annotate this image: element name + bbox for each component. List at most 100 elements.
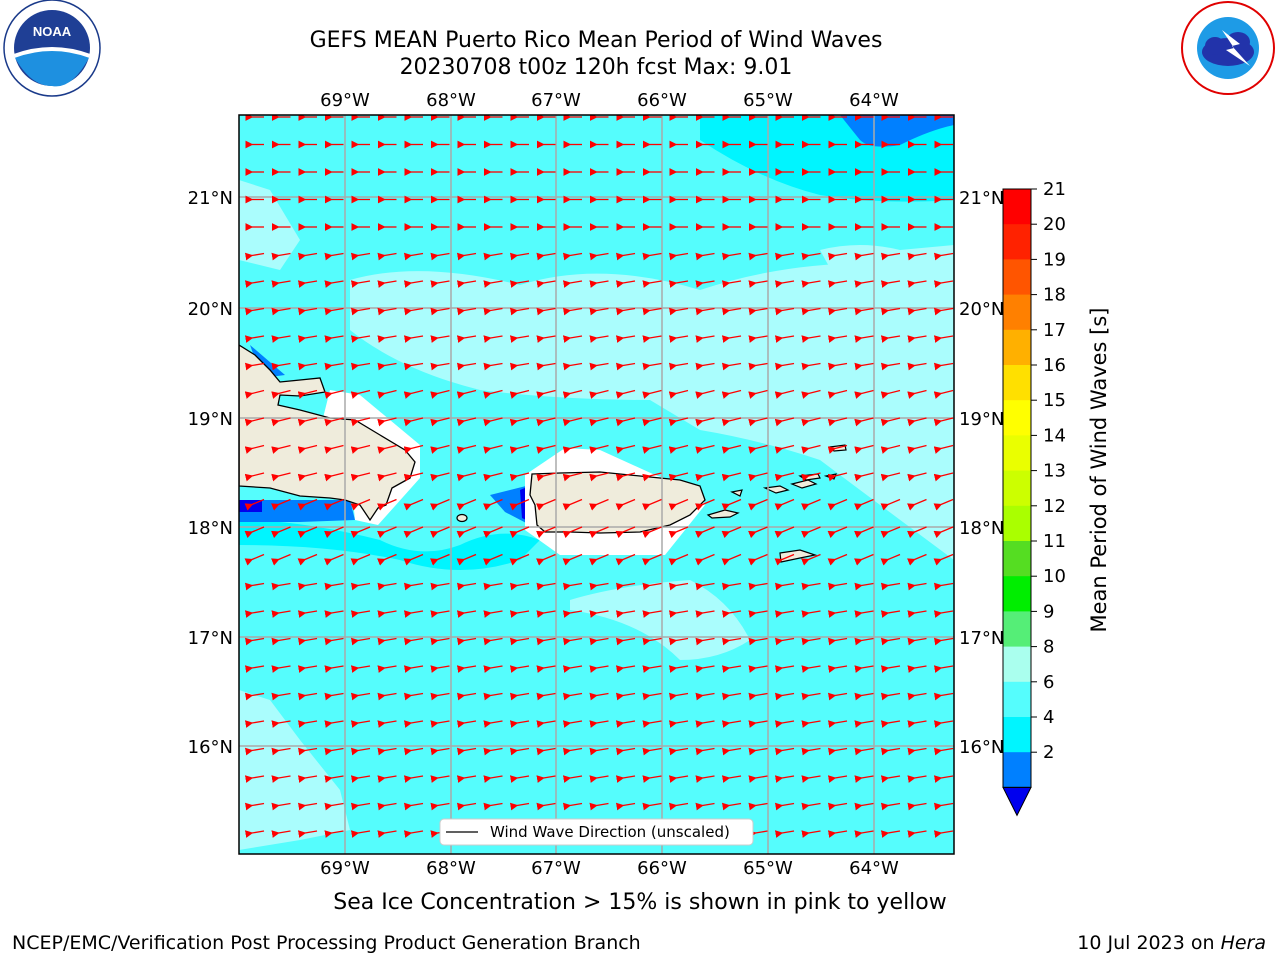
wind-wave-arrow xyxy=(297,775,318,783)
lat-label-right: 20°N xyxy=(959,299,1004,320)
wind-wave-arrow xyxy=(933,553,954,566)
wind-wave-arrow xyxy=(271,417,291,427)
wind-wave-arrow xyxy=(483,444,503,454)
wind-wave-arrow xyxy=(721,665,742,673)
wind-wave-arrow xyxy=(324,252,344,261)
wind-wave-arrow xyxy=(403,444,424,454)
wind-wave-arrow xyxy=(456,498,477,511)
wind-wave-arrow xyxy=(668,802,689,811)
colorbar-extend xyxy=(1002,786,1032,817)
wind-wave-arrow xyxy=(907,553,927,566)
wind-wave-arrow xyxy=(668,582,689,591)
wind-wave-arrow xyxy=(854,830,874,838)
colorbar-segment xyxy=(1003,224,1031,260)
wind-wave-arrow xyxy=(297,582,318,591)
wind-wave-arrow xyxy=(562,802,583,811)
wind-wave-arrow xyxy=(244,389,265,399)
wind-wave-arrow xyxy=(589,665,609,673)
wind-wave-arrow xyxy=(456,389,477,399)
wind-wave-arrow xyxy=(536,802,556,811)
wind-wave-arrow xyxy=(377,444,397,454)
wind-wave-arrow xyxy=(615,553,636,566)
wind-wave-arrow xyxy=(774,280,795,288)
wind-wave-arrow xyxy=(403,692,424,701)
wind-wave-arrow xyxy=(721,775,742,783)
wind-wave-arrow xyxy=(403,335,424,343)
wind-wave-arrow xyxy=(615,665,636,673)
wind-wave-arrow xyxy=(668,665,689,673)
wind-wave-arrow xyxy=(721,307,742,316)
wind-wave-arrow xyxy=(748,444,768,454)
wind-wave-arrow xyxy=(244,747,265,756)
wind-wave-arrow xyxy=(642,610,662,618)
wind-wave-arrow xyxy=(827,252,848,261)
wind-wave-arrow xyxy=(933,335,954,343)
wind-wave-arrow xyxy=(721,802,742,811)
wind-wave-arrow xyxy=(933,280,954,288)
wind-wave-arrow xyxy=(827,802,848,811)
wind-wave-arrow xyxy=(377,830,397,838)
wind-wave-arrow xyxy=(509,335,530,343)
wind-wave-arrow xyxy=(509,582,530,591)
wind-wave-arrow xyxy=(536,637,556,646)
wind-wave-arrow xyxy=(350,252,371,261)
wind-wave-arrow xyxy=(854,665,874,673)
wind-wave-arrow xyxy=(774,775,795,783)
wind-wave-arrow xyxy=(403,553,424,566)
wind-wave-arrow xyxy=(748,747,768,756)
wind-wave-arrow xyxy=(536,526,556,539)
wind-wave-arrow xyxy=(430,417,450,427)
lat-label-left: 20°N xyxy=(188,299,233,320)
wind-wave-arrow xyxy=(377,665,397,673)
wind-wave-arrow xyxy=(642,252,662,261)
wind-wave-arrow xyxy=(324,665,344,673)
wind-wave-arrow xyxy=(642,362,662,371)
wind-wave-arrow xyxy=(827,498,848,511)
colorbar-tick-label: 11 xyxy=(1043,531,1066,552)
wind-wave-arrow xyxy=(403,582,424,591)
wind-wave-arrow xyxy=(774,720,795,728)
chart-title: GEFS MEAN Puerto Rico Mean Period of Win… xyxy=(309,28,883,53)
wind-wave-arrow xyxy=(907,526,927,539)
wind-wave-arrow xyxy=(430,498,450,511)
wind-wave-arrow xyxy=(430,582,450,591)
colorbar-segment xyxy=(1003,505,1031,542)
wind-wave-arrow xyxy=(403,830,424,838)
wind-wave-arrow xyxy=(562,280,583,288)
noaa-logo: NOAA xyxy=(3,0,101,97)
wind-wave-arrow xyxy=(297,610,318,618)
wind-wave-arrow xyxy=(562,692,583,701)
wind-wave-arrow xyxy=(880,417,901,427)
wind-wave-arrow xyxy=(854,335,874,343)
wind-wave-arrow xyxy=(483,802,503,811)
wind-wave-arrow xyxy=(695,720,715,728)
wind-wave-arrow xyxy=(350,472,371,482)
colorbar-segment xyxy=(1003,365,1031,401)
wind-wave-arrow xyxy=(642,802,662,811)
wind-wave-arrow xyxy=(483,610,503,618)
wind-wave-arrow xyxy=(509,472,530,482)
wind-wave-arrow xyxy=(774,417,795,427)
wind-wave-arrow xyxy=(509,252,530,261)
wind-wave-arrow xyxy=(615,526,636,539)
wind-wave-arrow xyxy=(271,582,291,591)
wind-wave-arrow xyxy=(854,526,874,539)
wind-wave-arrow xyxy=(350,526,371,539)
wind-wave-arrow xyxy=(668,775,689,783)
wind-wave-arrow xyxy=(589,747,609,756)
wind-wave-arrow xyxy=(536,362,556,371)
wind-wave-arrow xyxy=(880,362,901,371)
wind-wave-arrow xyxy=(854,720,874,728)
wind-wave-arrow xyxy=(827,665,848,673)
wind-wave-arrow xyxy=(297,498,318,511)
wind-wave-arrow xyxy=(244,582,265,591)
wind-wave-arrow xyxy=(907,802,927,811)
wind-wave-arrow xyxy=(827,553,848,566)
wind-wave-arrow xyxy=(801,775,821,783)
wind-wave-arrow xyxy=(668,498,689,511)
colorbar-tick-label: 2 xyxy=(1043,742,1054,763)
colorbar-tick-label: 10 xyxy=(1043,566,1066,587)
wind-wave-arrow xyxy=(801,335,821,343)
wind-wave-arrow xyxy=(854,417,874,427)
